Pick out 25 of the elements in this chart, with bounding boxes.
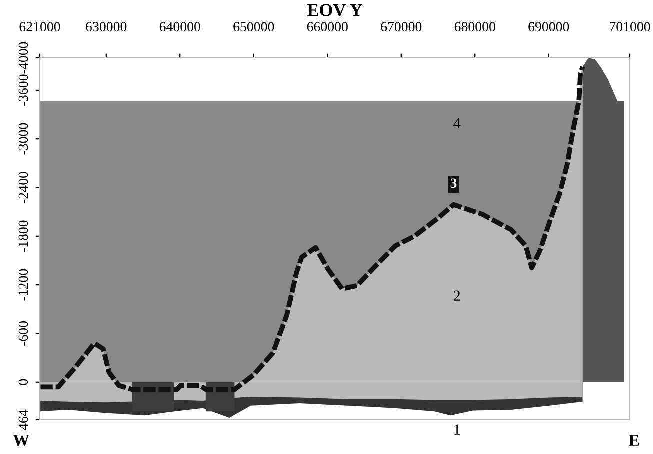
- y-tick-label: 464: [18, 410, 28, 430]
- x-tick-label: 650000: [234, 22, 274, 32]
- y-tick-label: -3000: [18, 123, 28, 155]
- x-tick-label: 690000: [528, 22, 570, 32]
- text: 1: [454, 424, 460, 435]
- y-tick-label: -600: [18, 322, 28, 346]
- y-tick-label: -1800: [18, 220, 28, 252]
- x-tick-label: 680000: [454, 22, 496, 32]
- y-tick-label: -3600: [18, 74, 28, 106]
- x-tick-label: 621000: [20, 22, 60, 32]
- x-tick-label: 630000: [86, 22, 127, 32]
- annotation: 3: [450, 178, 457, 188]
- x-tick-label: 701000: [610, 22, 650, 32]
- text: W: [13, 434, 30, 446]
- y-tick-label: -2400: [18, 172, 28, 204]
- y-tick-label: -4000: [18, 42, 28, 74]
- x-tick-label: 670000: [381, 22, 422, 32]
- text: E: [629, 434, 640, 446]
- annotation: 4: [454, 118, 461, 128]
- y-tick-label: 0: [18, 379, 28, 386]
- x-tick-label: 660000: [307, 22, 348, 32]
- x-tick-label: 640000: [160, 22, 200, 32]
- y-tick-label: -1200: [18, 269, 28, 301]
- annotation: 2: [454, 290, 460, 301]
- x-axis-title: EOV Y: [307, 4, 362, 17]
